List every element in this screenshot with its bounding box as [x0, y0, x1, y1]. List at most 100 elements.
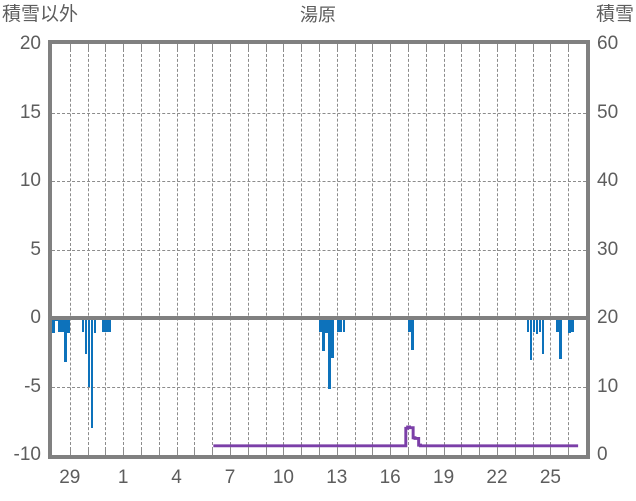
precipitation-bar — [526, 318, 530, 332]
snow-depth-line — [213, 425, 579, 448]
x-axis-tick-mark-top — [390, 44, 392, 49]
x-axis-tick-mark — [69, 447, 71, 452]
x-axis-tick-mark — [372, 447, 374, 452]
gridline-vertical — [159, 44, 160, 455]
precipitation-bar — [330, 318, 334, 358]
x-axis-tick-mark — [123, 447, 125, 452]
x-axis-tick-mark-top — [354, 44, 356, 49]
precipitation-bar — [321, 318, 325, 351]
x-axis-tick-mark-top — [230, 44, 231, 49]
precipitation-bar — [84, 318, 88, 354]
x-axis-tick-mark — [141, 447, 142, 452]
gridline-vertical — [444, 44, 445, 455]
x-axis-tick-mark-top — [176, 44, 178, 49]
precipitation-bar — [541, 318, 545, 354]
x-axis-tick-label: 25 — [539, 467, 561, 488]
x-axis-tick-mark-top — [319, 44, 320, 49]
left-axis-title: 積雪以外 — [2, 4, 79, 25]
precipitation-bar — [319, 318, 322, 332]
gridline-vertical — [550, 44, 551, 455]
x-axis-tick-mark-top — [514, 44, 516, 49]
x-axis-tick-mark — [176, 447, 178, 452]
left-axis-tick-label: 0 — [30, 307, 41, 328]
x-axis-tick-label: 13 — [326, 467, 348, 488]
gridline-vertical — [88, 44, 89, 455]
x-axis-tick-mark-top — [336, 44, 338, 49]
left-axis-tick-label: -5 — [24, 375, 41, 397]
plot-frame — [48, 40, 590, 459]
gridline-vertical — [479, 44, 480, 455]
precipitation-bar — [93, 318, 97, 334]
gridline-horizontal — [52, 181, 586, 182]
gridline-vertical — [141, 44, 142, 455]
x-axis-tick-mark — [283, 447, 285, 452]
gridline-vertical — [461, 44, 462, 455]
x-axis-tick-mark-top — [425, 44, 427, 49]
x-axis-tick-mark — [408, 447, 409, 452]
x-axis-tick-mark — [514, 447, 516, 452]
x-axis-tick-mark-top — [194, 44, 196, 49]
left-axis-tick-label: 5 — [30, 238, 41, 260]
x-axis-tick-mark — [230, 447, 231, 452]
x-axis-tick-label: 10 — [272, 467, 294, 488]
gridline-vertical — [319, 44, 320, 455]
x-axis-tick-label: 19 — [433, 467, 455, 488]
gridline-vertical — [212, 44, 213, 455]
gridline-vertical — [497, 44, 498, 455]
gridline-vertical — [105, 44, 106, 455]
x-axis-tick-mark-top — [372, 44, 374, 49]
x-axis-tick-mark — [425, 447, 427, 452]
gridline-horizontal — [52, 113, 586, 114]
precipitation-bar — [102, 318, 106, 332]
x-axis-tick-mark — [336, 447, 338, 452]
precipitation-bar — [339, 318, 343, 332]
gridline-vertical — [248, 44, 249, 455]
x-axis-tick-mark — [247, 447, 249, 452]
gridline-vertical — [301, 44, 302, 455]
gridline-vertical — [123, 44, 124, 455]
precipitation-bar — [571, 318, 574, 332]
x-axis-tick-mark-top — [532, 44, 534, 49]
x-axis-tick-mark-top — [105, 44, 107, 49]
gridline-vertical — [337, 44, 338, 455]
left-axis-tick-label: 20 — [19, 33, 41, 54]
x-axis-tick-mark-top — [247, 44, 249, 49]
precipitation-bar — [410, 318, 414, 350]
gridline-vertical — [390, 44, 391, 455]
x-axis-tick-mark — [443, 447, 445, 452]
x-axis-tick-mark-top — [212, 44, 214, 49]
x-axis-tick-mark-top — [301, 44, 303, 49]
x-axis-tick-mark-top — [283, 44, 285, 49]
x-axis-tick-mark — [158, 447, 160, 452]
x-axis-tick-mark-top — [479, 44, 481, 49]
plot-area — [52, 44, 586, 455]
gridline-vertical — [515, 44, 516, 455]
right-axis-tick-label: 20 — [597, 307, 619, 328]
precipitation-bar — [535, 318, 539, 335]
gridline-vertical — [568, 44, 569, 455]
precipitation-bar — [63, 318, 67, 362]
gridline-horizontal — [52, 250, 586, 251]
x-axis-tick-mark — [461, 447, 463, 452]
precipitation-bar — [57, 318, 61, 332]
x-axis-tick-mark — [319, 447, 320, 452]
x-axis-tick-mark — [265, 447, 267, 452]
precipitation-bar — [87, 318, 91, 387]
x-axis-tick-mark — [212, 447, 214, 452]
left-axis-tick-label: -10 — [13, 444, 41, 465]
x-axis-tick-label: 1 — [117, 467, 129, 488]
x-axis-tick-mark — [568, 447, 570, 452]
x-axis-tick-mark — [479, 447, 481, 452]
x-axis-tick-mark — [390, 447, 392, 452]
precipitation-bar — [324, 318, 328, 334]
precipitation-bar — [108, 318, 112, 332]
x-axis-tick-mark-top — [408, 44, 409, 49]
precipitation-bar — [538, 318, 542, 332]
gridline-vertical — [283, 44, 284, 455]
right-axis-tick-label: 30 — [597, 238, 619, 260]
precipitation-bar — [81, 318, 85, 332]
precipitation-bar — [529, 318, 533, 361]
gridline-vertical — [372, 44, 373, 455]
gridline-vertical — [426, 44, 427, 455]
